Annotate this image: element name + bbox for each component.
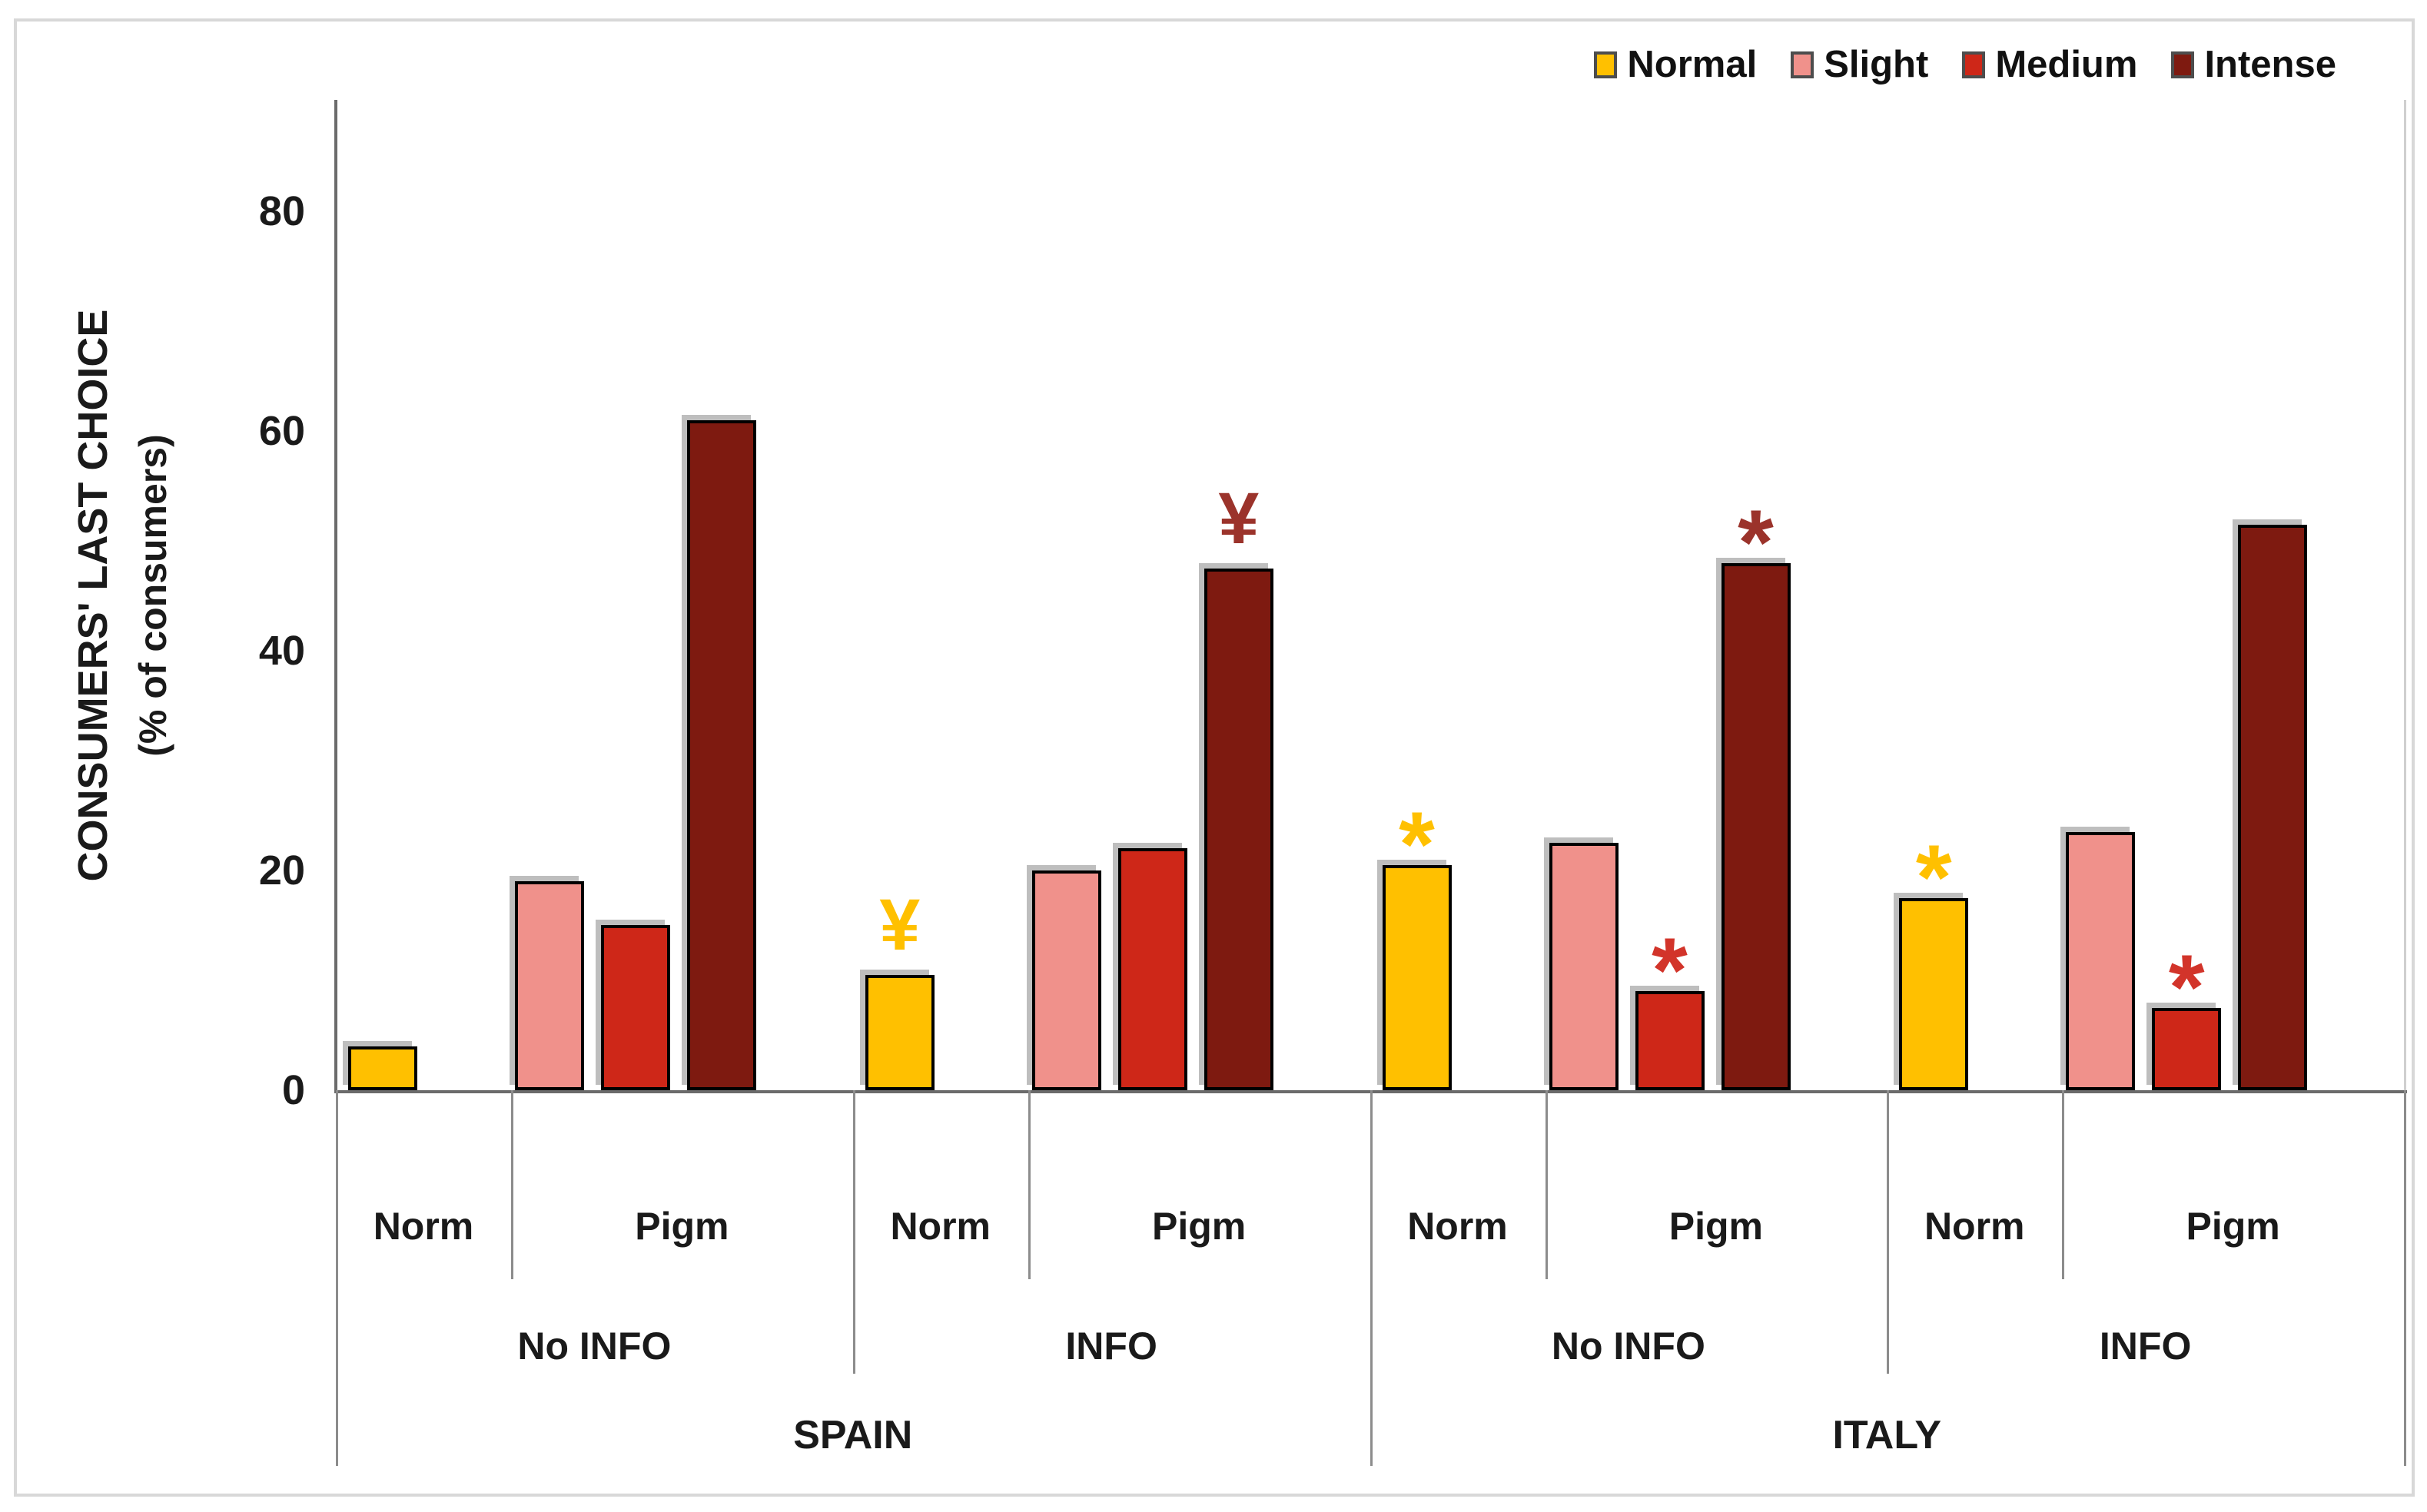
bar-spain-noinfo-intense bbox=[687, 420, 756, 1090]
section-separator bbox=[336, 1090, 338, 1466]
y-tick-label-60: 60 bbox=[258, 408, 305, 454]
subsection-separator bbox=[1028, 1090, 1031, 1279]
x-label-condition-italy-info: INFO bbox=[2099, 1325, 2192, 1368]
legend-label-normal: Normal bbox=[1627, 44, 1758, 85]
x-label-pigm-italy-info: Pigm bbox=[2186, 1205, 2280, 1248]
significance-yen-spain-info-intense: ¥ bbox=[1218, 478, 1260, 559]
bar-italy-noinfo-intense bbox=[1721, 563, 1791, 1090]
bar-italy-info-normal bbox=[1899, 898, 1969, 1090]
y-tick-label-0: 0 bbox=[281, 1067, 305, 1113]
y-axis-line bbox=[334, 100, 337, 1093]
section-separator bbox=[1370, 1090, 1373, 1466]
legend-item-medium: Medium bbox=[1962, 43, 2137, 86]
bar-spain-noinfo-slight bbox=[515, 881, 584, 1090]
x-label-norm-spain-noinfo: Norm bbox=[373, 1205, 474, 1248]
legend-swatch-normal bbox=[1594, 51, 1618, 78]
x-label-pigm-spain-noinfo: Pigm bbox=[635, 1205, 729, 1248]
x-label-pigm-spain-info: Pigm bbox=[1152, 1205, 1247, 1248]
legend-label-intense: Intense bbox=[2204, 44, 2336, 85]
plot-right-border bbox=[2404, 100, 2406, 1090]
legend-item-normal: Normal bbox=[1594, 43, 1757, 86]
bar-spain-info-slight bbox=[1031, 870, 1101, 1090]
x-label-country-spain: SPAIN bbox=[793, 1413, 913, 1457]
x-label-norm-italy-noinfo: Norm bbox=[1407, 1205, 1508, 1248]
x-label-pigm-italy-noinfo: Pigm bbox=[1668, 1205, 1763, 1248]
bar-spain-info-normal bbox=[865, 975, 935, 1090]
significance-asterisk-italy-noinfo-medium: * bbox=[1652, 919, 1688, 1022]
section-separator bbox=[2404, 1090, 2406, 1466]
bar-italy-noinfo-normal bbox=[1382, 865, 1452, 1090]
subsection-separator bbox=[511, 1090, 513, 1279]
legend-swatch-intense bbox=[2171, 51, 2195, 78]
bar-italy-info-medium bbox=[2152, 1008, 2222, 1090]
bar-italy-info-intense bbox=[2238, 525, 2308, 1090]
bar-italy-info-slight bbox=[2066, 832, 2136, 1090]
x-label-condition-spain-info: INFO bbox=[1065, 1325, 1157, 1368]
bar-spain-info-medium bbox=[1117, 848, 1187, 1090]
legend-swatch-slight bbox=[1791, 51, 1814, 78]
y-axis-subtitle: (% of consumers) bbox=[131, 434, 174, 757]
significance-yen-spain-info-normal: ¥ bbox=[879, 884, 921, 966]
legend-label-slight: Slight bbox=[1824, 44, 1929, 85]
bar-spain-noinfo-normal bbox=[348, 1046, 417, 1090]
significance-asterisk-italy-noinfo-intense: * bbox=[1738, 491, 1774, 594]
bar-spain-noinfo-medium bbox=[601, 925, 670, 1090]
section-separator bbox=[1887, 1090, 1890, 1374]
bar-spain-info-intense bbox=[1204, 569, 1273, 1090]
y-tick-label-40: 40 bbox=[258, 628, 305, 674]
section-separator bbox=[852, 1090, 855, 1374]
x-label-condition-italy-noinfo: No INFO bbox=[1551, 1325, 1705, 1368]
subsection-separator bbox=[2062, 1090, 2065, 1279]
bar-italy-noinfo-medium bbox=[1635, 991, 1705, 1090]
legend-item-intense: Intense bbox=[2171, 43, 2336, 86]
y-tick-label-80: 80 bbox=[258, 188, 305, 234]
significance-asterisk-italy-noinfo-normal: * bbox=[1399, 793, 1435, 896]
y-tick-label-20: 20 bbox=[258, 847, 305, 894]
x-label-country-italy: ITALY bbox=[1832, 1413, 1942, 1457]
y-axis-title: CONSUMERS' LAST CHOICE bbox=[70, 309, 116, 882]
legend-item-slight: Slight bbox=[1791, 43, 1928, 86]
legend: Normal Slight Medium Intense bbox=[1594, 43, 2336, 86]
significance-asterisk-italy-info-medium: * bbox=[2168, 936, 2205, 1039]
subsection-separator bbox=[1545, 1090, 1548, 1279]
x-label-condition-spain-noinfo: No INFO bbox=[517, 1325, 672, 1368]
legend-label-medium: Medium bbox=[1995, 44, 2138, 85]
x-label-norm-italy-info: Norm bbox=[1924, 1205, 2025, 1248]
significance-asterisk-italy-info-normal: * bbox=[1915, 826, 1952, 929]
legend-swatch-medium bbox=[1962, 51, 1986, 78]
bar-italy-noinfo-slight bbox=[1549, 843, 1619, 1090]
x-label-norm-spain-info: Norm bbox=[890, 1205, 991, 1248]
